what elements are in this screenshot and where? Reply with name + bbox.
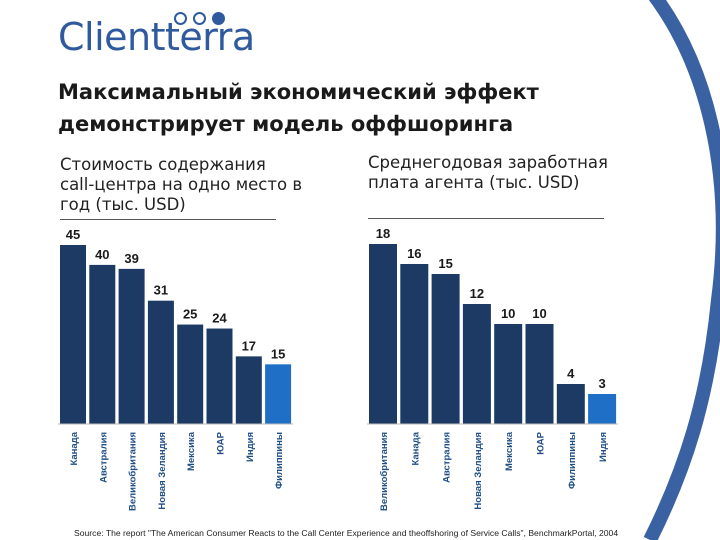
- category-label: Филиппины: [274, 432, 285, 489]
- category-label: Австралия: [442, 432, 453, 483]
- bar-cost-7: [265, 364, 292, 424]
- bar-cost-3: [147, 300, 174, 424]
- bar-salary-5: [525, 324, 554, 424]
- category-label: Индия: [245, 432, 256, 462]
- bar-cost-5: [206, 328, 233, 424]
- bar-cost-4: [177, 324, 204, 424]
- value-label: 31: [154, 283, 168, 298]
- page-title: Максимальный экономический эффект демонс…: [58, 80, 539, 136]
- value-label: 10: [532, 306, 546, 321]
- category-label: Мексика: [186, 431, 197, 471]
- value-label: 15: [271, 346, 285, 361]
- chart-right-title: Среднегодовая заработная плата агента (т…: [368, 153, 608, 192]
- category-label: Мексика: [504, 431, 515, 471]
- category-label: Великобритания: [128, 432, 139, 511]
- value-label: 40: [95, 247, 109, 262]
- logo: Clientterra: [58, 12, 255, 59]
- source-note: Source: The report "The American Consume…: [74, 528, 619, 538]
- value-label: 4: [567, 366, 575, 381]
- bar-cost-0: [60, 245, 86, 424]
- value-label: 39: [124, 251, 138, 266]
- category-label: Новая Зеландия: [157, 432, 168, 510]
- bar-salary-0: [369, 244, 397, 424]
- category-label: Новая Зеландия: [473, 432, 484, 510]
- chart-left-rule: [60, 219, 276, 220]
- value-label: 45: [66, 227, 80, 242]
- value-label: 18: [376, 226, 390, 241]
- value-label: 15: [438, 256, 452, 271]
- value-label: 12: [470, 286, 484, 301]
- bar-salary-6: [556, 384, 585, 424]
- category-label: ЮАР: [536, 431, 547, 454]
- bar-cost-2: [118, 268, 145, 424]
- category-label: Канада: [410, 431, 421, 465]
- bar-salary-7: [588, 394, 617, 424]
- category-label: ЮАР: [216, 431, 227, 454]
- category-label: Филиппины: [567, 432, 578, 489]
- bar-salary-4: [494, 324, 523, 424]
- value-label: 17: [242, 338, 256, 353]
- bar-salary-3: [462, 304, 491, 424]
- bar-salary-1: [400, 264, 429, 424]
- logo-text: Clientterra: [58, 15, 255, 59]
- logo-dots: [174, 12, 244, 32]
- value-label: 16: [407, 246, 421, 261]
- category-label: Австралия: [98, 432, 109, 483]
- value-label: 3: [598, 376, 605, 391]
- category-label: Индия: [598, 432, 609, 462]
- value-label: 24: [212, 311, 227, 326]
- chart-left-title: Стоимость содержания call-центра на одно…: [60, 155, 303, 214]
- value-label: 10: [501, 306, 515, 321]
- bar-cost-1: [89, 264, 116, 424]
- category-label: Канада: [69, 431, 80, 465]
- bar-cost-6: [235, 356, 262, 424]
- bar-salary-2: [431, 274, 460, 424]
- category-label: Великобритания: [379, 432, 390, 511]
- chart-right-rule: [368, 218, 604, 219]
- value-label: 25: [183, 307, 197, 322]
